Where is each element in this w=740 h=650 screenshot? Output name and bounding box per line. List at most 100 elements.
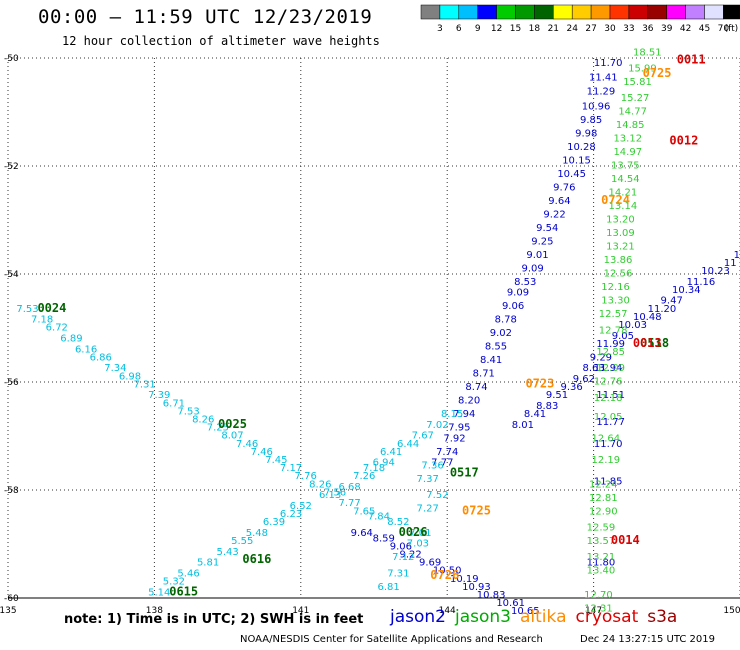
saral-point-label: 8.26	[192, 415, 214, 426]
colorbar-label: 70	[718, 24, 730, 34]
y-tick-label: -50	[4, 54, 19, 64]
jason2-point-label: 7.95	[448, 423, 470, 434]
jason2-point-label: 11.16	[687, 277, 716, 288]
jason2-point-label: 9.51	[546, 390, 568, 401]
legend-item-jason2: jason2	[390, 607, 446, 627]
jason3-point-label: 12.85	[596, 347, 625, 358]
jason3-point-label: 12.70	[584, 590, 613, 601]
jason2-point-label: 9.36	[561, 382, 583, 393]
jason3-point-label: 12.09	[596, 363, 625, 374]
saral-point-label: 7.01	[409, 528, 431, 539]
saral-point-label: 7.27	[417, 504, 439, 515]
jason2-point-label: 8.74	[465, 382, 487, 393]
jason2-point-label: 11.80	[587, 558, 616, 569]
chart-subtitle: 12 hour collection of altimeter wave hei…	[62, 34, 380, 48]
jason3-point-label: 12.64	[591, 433, 620, 444]
jason3-point-label: 12.81	[589, 493, 618, 504]
saral-point-label: 6.13	[319, 490, 341, 501]
legend: jason2 jason3 altika cryosat s3a	[390, 607, 686, 627]
colorbar-label: 6	[456, 24, 462, 34]
colorbar-swatch	[704, 4, 724, 20]
jason3-point-label: 15.27	[621, 93, 650, 104]
pass-time-label: 0012	[669, 133, 698, 147]
jason2-point-label: 9.29	[590, 352, 612, 363]
pass-time-label: 0011	[677, 52, 706, 66]
saral-point-label: 8.15	[441, 409, 463, 420]
jason2-point-label: 8.53	[514, 277, 536, 288]
jason2-point-label: 9.69	[419, 558, 441, 569]
jason2-point-label: 11.41	[589, 73, 618, 84]
jason2-point-label: 11.99	[596, 339, 625, 350]
jason3-point-label: 13.21	[587, 552, 616, 563]
jason2-point-label: 10.45	[557, 169, 586, 180]
y-tick-label: -58	[4, 486, 19, 496]
jason3-point-label: 12.16	[601, 282, 630, 293]
saral-point-label: 6.23	[280, 509, 302, 520]
saral-point-label: 7.39	[148, 390, 170, 401]
jason2-point-label: 8.63	[582, 363, 604, 374]
pass-time-label: 0616	[242, 552, 271, 566]
saral-point-label: 5.14	[148, 587, 170, 598]
jason2-point-label: 9.76	[553, 182, 575, 193]
jason2-point-label: 9.54	[536, 223, 558, 234]
saral-point-label: 7.53	[177, 406, 199, 417]
jason3-point-label: 12.18	[594, 393, 623, 404]
colorbar-swatch	[723, 4, 740, 20]
jason2-point-label: 10.93	[462, 582, 491, 593]
jason2-point-label: 11	[724, 258, 737, 269]
colorbar-unit: (ft)	[725, 24, 739, 34]
jason3-point-label: 12.59	[587, 523, 616, 534]
jason2-point-label: 9.09	[507, 288, 529, 299]
saral-point-label: 6.72	[46, 323, 68, 334]
jason2-point-label: 11.20	[648, 304, 677, 315]
jason3-point-label: 12.19	[591, 455, 620, 466]
jason2-point-label: 10.65	[511, 606, 540, 617]
jason2-point-label: 9.02	[490, 328, 512, 339]
jason3-point-label: 13.30	[601, 296, 630, 307]
saral-point-label: 7.31	[134, 379, 156, 390]
jason3-point-label: 12.05	[594, 412, 623, 423]
legend-item-altika: altika	[520, 607, 567, 627]
colorbar: 3 6 9 12 15 18 21 24 27 30 33 36 39 42 45 70(ft)	[420, 4, 740, 34]
jason3-point-label: 12.90	[589, 506, 618, 517]
jason3-point-label: 12.31	[584, 604, 613, 615]
colorbar-swatch	[609, 4, 630, 20]
saral-point-label: 7.46	[236, 439, 258, 450]
jason2-point-label: 7.77	[431, 458, 453, 469]
saral-point-label: 7.25	[207, 423, 229, 434]
jason2-point-label: 9.25	[531, 236, 553, 247]
jason2-point-label: 11.77	[596, 417, 625, 428]
saral-point-label: 7.84	[368, 512, 390, 523]
jason3-point-label: 13.40	[587, 566, 616, 577]
jason2-point-label: 10.15	[562, 155, 591, 166]
colorbar-swatch	[439, 4, 460, 20]
colorbar-label: 30	[604, 24, 616, 34]
jason2-point-label: 8.01	[512, 420, 534, 431]
saral-point-label: 7.52	[426, 490, 448, 501]
pass-time-label: 0024	[37, 301, 66, 315]
saral-point-label: 6.41	[380, 447, 402, 458]
saral-point-label: 5.55	[231, 536, 253, 547]
colorbar-swatch	[515, 4, 535, 20]
time-labels: 0024 0025 0616 0615 0026 0517 0518 0725 0726 0723…	[37, 52, 705, 598]
saral-point-label: 5.46	[177, 568, 199, 579]
jason3-point-label: 12.57	[599, 309, 628, 320]
jason2-point-label: 11.70	[594, 439, 623, 450]
pass-time-label: 0725	[643, 66, 672, 80]
pass-time-label: 0725	[462, 503, 491, 517]
colorbar-swatch	[534, 4, 554, 20]
jason3-point-label: 12.24	[589, 479, 618, 490]
jason2-point-label: 8.59	[373, 533, 395, 544]
jason2-point-label: 10.96	[582, 101, 611, 112]
saral-point-label: 5.81	[197, 558, 219, 569]
colorbar-label: 18	[529, 24, 541, 34]
saral-point-label: 6.52	[290, 501, 312, 512]
jason2-point-label: 11.85	[594, 477, 623, 488]
jason2-point-label: 8.71	[473, 369, 495, 380]
jason3-point-label: 14.54	[611, 174, 640, 185]
jason2-point-label: 11.94	[594, 363, 623, 374]
jason3-point-label: 14.21	[609, 188, 638, 199]
saral-point-label: 6.16	[75, 344, 97, 355]
jason2-point-label: 10.23	[701, 266, 730, 277]
